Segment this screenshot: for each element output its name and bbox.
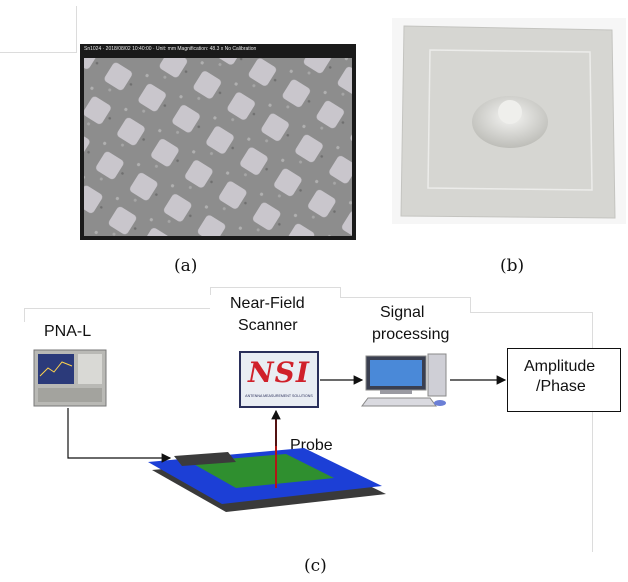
pna-instrument-icon [33, 349, 107, 407]
frame-line [470, 312, 592, 313]
caption-b: (b) [500, 256, 525, 276]
output-line1: Amplitude [524, 358, 596, 375]
frame-line [470, 297, 471, 312]
computer-icon [361, 353, 447, 407]
arrow-pna-to-antenna [67, 408, 172, 463]
frame-line [0, 52, 76, 53]
output-line2: /Phase [536, 378, 586, 395]
amplitude-phase-box: Amplitude /Phase [507, 348, 621, 412]
signal-label-line1: Signal [380, 304, 425, 321]
nsi-scanner-icon [239, 351, 319, 408]
caption-a: (a) [174, 256, 198, 276]
scanner-label-line1: Near-Field [230, 295, 305, 312]
microscope-mesh [84, 58, 352, 236]
pna-label: PNA-L [44, 323, 92, 340]
frame-line [24, 308, 210, 309]
frame-line [592, 312, 593, 552]
caption-c: (c) [304, 556, 327, 576]
frame-line [210, 287, 340, 288]
scanner-label-line2: Scanner [238, 317, 298, 334]
frame-line [340, 287, 341, 297]
frame-line [76, 6, 77, 53]
signal-label-line2: processing [372, 326, 450, 343]
microscope-overlay-text: Sn1024 · 2018/08/02 10:40:00 · Unit: mm … [84, 46, 257, 52]
frame-line [24, 308, 25, 322]
frame-line [340, 297, 470, 298]
antenna-under-test [148, 448, 386, 512]
frame-line [210, 287, 211, 295]
nsi-logo-subtext: ANTENNA MEASUREMENT SOLUTIONS [245, 394, 313, 398]
nsi-logo-text: NSI [248, 356, 310, 389]
